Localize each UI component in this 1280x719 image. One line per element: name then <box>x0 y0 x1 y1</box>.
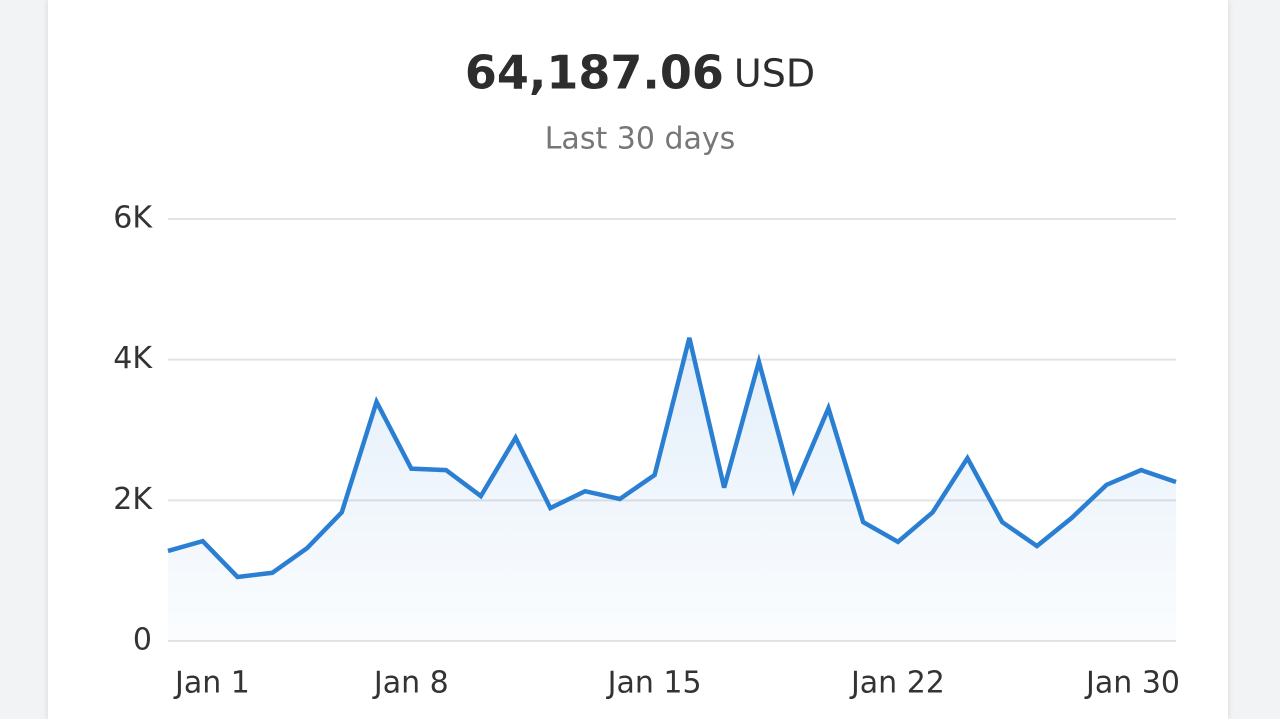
y-tick-label: 2K <box>113 482 153 517</box>
x-tick-label: Jan 1 <box>173 666 250 701</box>
y-tick-label: 4K <box>113 341 153 376</box>
x-tick-label: Jan 8 <box>372 666 449 701</box>
area <box>168 337 1176 641</box>
currency: USD <box>734 52 815 96</box>
subtitle: Last 30 days <box>545 122 736 157</box>
line <box>167 337 1177 580</box>
y-tick-label: 6K <box>113 201 153 236</box>
x-tick-label: Jan 22 <box>849 666 945 701</box>
x-tick-label: Jan 15 <box>606 666 702 701</box>
y-tick-label: 0 <box>133 623 152 658</box>
x-tick-label: Jan 30 <box>1084 666 1180 701</box>
total: 64,187.06 <box>465 46 724 100</box>
